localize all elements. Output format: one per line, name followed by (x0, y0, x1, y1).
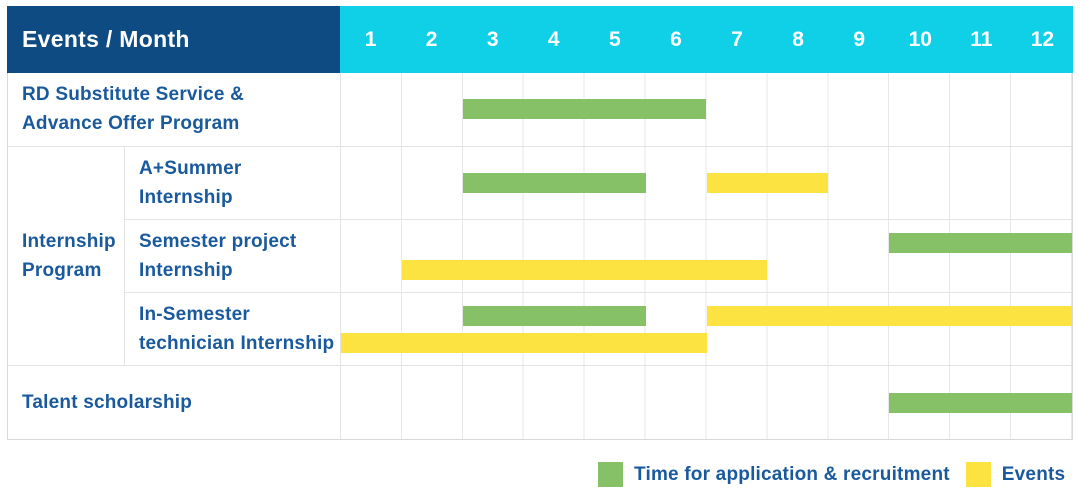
application-bar (889, 232, 1072, 253)
application-bar (462, 306, 646, 327)
gantt-table: Events / Month 1 2 3 4 5 6 7 8 9 10 11 12 RD Substi… (7, 6, 1073, 440)
row-label-semester-project: Semester project Internship (125, 219, 341, 293)
gantt-row-in-semester: In-Semester technician Internship (125, 293, 1072, 366)
month-header-cell: 5 (609, 27, 621, 51)
legend-swatch-event (965, 462, 991, 487)
row-timeline-in-semester (341, 293, 1072, 366)
month-header-cell: 1 (364, 27, 377, 51)
gantt-header-label: Events / Month (7, 6, 340, 73)
gantt-row-semester-project: Semester project Internship (125, 219, 1072, 294)
row-timeline-semester-project (341, 219, 1072, 293)
row-timeline-talent-scholarship (341, 366, 1072, 439)
row-timeline-a-plus-summer (341, 146, 1072, 219)
event-bar (401, 260, 768, 281)
row-label-rd-substitute: RD Substitute Service & Advance Offer Pro… (8, 73, 341, 146)
group-rows-internship: A+Summer Internship Semester project Intern… (125, 146, 1072, 366)
event-bar (341, 333, 707, 354)
application-bar (889, 392, 1072, 413)
legend-label-application: Time for application & recruitment (634, 463, 950, 485)
group-section-internship: Internship Program A+Summer Internship Semes… (8, 146, 1072, 367)
gantt-row-rd-substitute: RD Substitute Service & Advance Offer Pro… (8, 73, 1072, 147)
group-label-internship: Internship Program (8, 146, 125, 366)
gantt-body: RD Substitute Service & Advance Offer Pro… (7, 73, 1073, 440)
month-header-cell: 4 (547, 27, 560, 51)
gantt-row-a-plus-summer: A+Summer Internship (125, 146, 1072, 220)
event-bar (706, 172, 829, 193)
month-header-cell: 12 (1030, 27, 1055, 51)
month-header-cell: 6 (670, 27, 682, 51)
row-timeline-rd-substitute (341, 73, 1072, 146)
row-label-in-semester: In-Semester technician Internship (125, 293, 341, 366)
row-label-talent-scholarship: Talent scholarship (8, 366, 341, 439)
month-header-cell: 2 (425, 27, 438, 51)
month-header-cell: 9 (853, 27, 865, 51)
legend: Time for application & recruitment Event… (598, 462, 1080, 487)
month-header-cell: 10 (908, 27, 932, 51)
row-label-a-plus-summer: A+Summer Internship (125, 146, 341, 219)
application-bar (462, 99, 707, 120)
gantt-header: Events / Month 1 2 3 4 5 6 7 8 9 10 11 12 (7, 6, 1073, 73)
month-header-cell: 7 (731, 27, 743, 51)
legend-label-event: Events (1001, 463, 1066, 485)
month-header-cell: 8 (792, 27, 804, 51)
event-bar (706, 306, 1072, 327)
application-bar (462, 172, 646, 193)
month-header-cell: 3 (486, 27, 499, 51)
month-header: 1 2 3 4 5 6 7 8 9 10 11 12 (340, 6, 1073, 73)
gantt-row-talent-scholarship: Talent scholarship (8, 366, 1072, 439)
legend-swatch-application (598, 462, 623, 487)
month-header-cell: 11 (970, 27, 993, 51)
